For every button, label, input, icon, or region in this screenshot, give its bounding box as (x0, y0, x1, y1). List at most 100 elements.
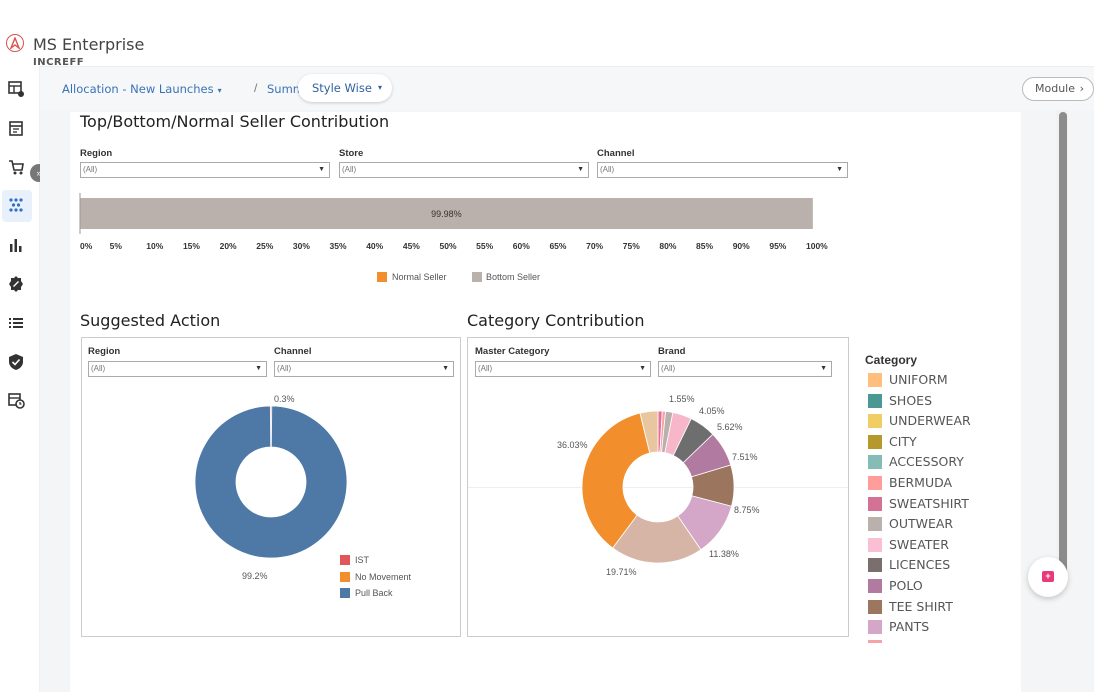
category-contribution-title: Category Contribution (467, 311, 645, 330)
caret-down-icon: ▼ (255, 365, 262, 372)
calendar-clock-icon[interactable] (6, 391, 26, 411)
legend-swatch (868, 373, 882, 387)
badge-percent-icon[interactable] (6, 275, 26, 295)
legend-label: CITY (889, 433, 917, 449)
category-legend-title: Category (865, 353, 918, 367)
style-wise-label: Style Wise (312, 81, 372, 95)
data-label-11-38: 11.38% (709, 549, 739, 559)
caret-down-icon: ▼ (820, 365, 827, 372)
legend-swatch (868, 558, 882, 573)
legend-label: SHOES (889, 392, 933, 408)
x-tick-label: 50% (439, 241, 457, 251)
feedback-fab[interactable]: + (1028, 557, 1068, 597)
caret-down-icon: ▼ (639, 365, 646, 372)
style-wise-dropdown[interactable]: Style Wise ▾ (298, 74, 392, 102)
store-select[interactable]: (All) ▼ (339, 162, 589, 178)
x-tick-label: 70% (586, 241, 604, 251)
legend-label: POLO (889, 578, 923, 593)
module-button[interactable]: Module › (1022, 77, 1094, 101)
data-label-4-05: 4.05% (699, 406, 725, 416)
suggested-action-box (81, 337, 461, 637)
caret-down-icon: ▼ (577, 166, 584, 173)
x-tick-label: 40% (366, 241, 384, 251)
bar-chart-icon[interactable] (6, 236, 26, 256)
legend-label: BERMUDA (889, 475, 953, 490)
legend-label: SWEATSHIRT (889, 495, 969, 511)
list-icon[interactable] (6, 314, 26, 334)
legend-pull-back: Pull Back (355, 588, 393, 598)
sa-channel-select[interactable]: (All) ▼ (274, 361, 454, 377)
breadcrumb-allocation[interactable]: Allocation - New Launches ▾ (62, 82, 222, 96)
legend-swatch (868, 393, 882, 408)
x-tick-label: 45% (402, 241, 420, 251)
network-icon[interactable] (6, 196, 26, 216)
x-tick-label: 55% (476, 241, 494, 251)
data-label-36-03: 36.03% (557, 440, 588, 450)
message-plus-icon: + (1042, 571, 1054, 582)
chevron-right-icon: › (1079, 82, 1084, 95)
legend-swatch (868, 579, 882, 593)
legend-label: PANTS (889, 619, 930, 635)
sidebar: » (0, 66, 48, 692)
master-category-label: Master Category (475, 346, 550, 357)
x-tick-label: 60% (512, 241, 530, 251)
x-tick-label: 95% (769, 241, 787, 251)
brand-name: INCREFF (33, 57, 85, 68)
bar-bottom-seller (80, 198, 813, 229)
region-select-value: (All) (83, 165, 98, 174)
legend-no-movement: No Movement (355, 572, 412, 582)
app-header: MS Enterprise INCREFF (0, 0, 1094, 68)
x-tick-label: 90% (732, 241, 750, 251)
x-tick-label: 5% (109, 241, 122, 251)
module-label: Module (1035, 82, 1075, 95)
x-tick-label: 80% (659, 241, 677, 251)
legend-swatch (868, 434, 882, 449)
chevron-down-icon: ▾ (377, 83, 382, 92)
sa-region-select[interactable]: (All) ▼ (88, 361, 267, 377)
suggested-action-slice (194, 405, 348, 559)
legend-label: LICENCES (889, 557, 951, 573)
category-slice (639, 410, 659, 454)
store-select-value: (All) (342, 165, 357, 174)
sa-channel-label: Channel (274, 346, 312, 357)
data-label-7-51: 7.51% (732, 452, 758, 462)
legend-swatch (868, 517, 882, 532)
shield-check-icon[interactable] (6, 353, 26, 373)
data-label-8-75: 8.75% (734, 505, 760, 515)
region-label: Region (80, 148, 113, 159)
cart-icon[interactable] (6, 158, 26, 178)
legend-swatch (868, 476, 882, 490)
region-select[interactable]: (All) ▼ (80, 162, 330, 178)
x-tick-label: 75% (622, 241, 640, 251)
x-tick-label: 65% (549, 241, 567, 251)
x-tick-label: 85% (696, 241, 714, 251)
legend-swatch (868, 414, 882, 429)
x-tick-label: 100% (806, 241, 828, 251)
scrollbar-thumb[interactable] (1059, 112, 1067, 574)
app-title: MS Enterprise (33, 35, 145, 54)
sidebar-active-highlight (2, 190, 32, 222)
legend-label: TEE SHIRT (889, 598, 953, 614)
channel-select[interactable]: (All) ▼ (597, 162, 848, 178)
dashboard-settings-icon[interactable] (6, 80, 26, 100)
suggested-action-title: Suggested Action (80, 311, 221, 330)
legend-ist: IST (355, 555, 370, 565)
divider (468, 487, 848, 488)
x-tick-label: 30% (292, 241, 310, 251)
legend-normal-seller: Normal Seller (392, 272, 447, 282)
master-category-select[interactable]: (All) ▼ (475, 361, 651, 377)
data-label-19-71: 19.71% (606, 567, 637, 577)
app-logo-icon[interactable] (6, 34, 24, 52)
legend-label: UNIFORM (889, 372, 948, 387)
legend-swatch-no-movement (340, 572, 350, 582)
calendar-icon[interactable] (6, 119, 26, 139)
legend-swatch-pull-back (340, 588, 350, 598)
brand-select-value: (All) (661, 364, 676, 373)
sa-channel-select-value: (All) (277, 364, 292, 373)
caret-down-icon: ▼ (318, 166, 325, 173)
brand-select[interactable]: (All) ▼ (658, 361, 832, 377)
data-label-5-62: 5.62% (717, 422, 743, 432)
legend-swatch (868, 620, 882, 635)
